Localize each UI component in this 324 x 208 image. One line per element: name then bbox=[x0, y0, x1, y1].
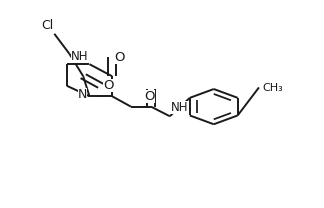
Text: Cl: Cl bbox=[41, 20, 53, 32]
Text: NH: NH bbox=[171, 101, 189, 114]
Text: O: O bbox=[145, 90, 155, 103]
Text: O: O bbox=[103, 79, 113, 92]
Text: O: O bbox=[115, 51, 125, 64]
Text: NH: NH bbox=[71, 50, 88, 63]
Text: CH₃: CH₃ bbox=[262, 83, 283, 93]
Text: N: N bbox=[78, 88, 87, 102]
